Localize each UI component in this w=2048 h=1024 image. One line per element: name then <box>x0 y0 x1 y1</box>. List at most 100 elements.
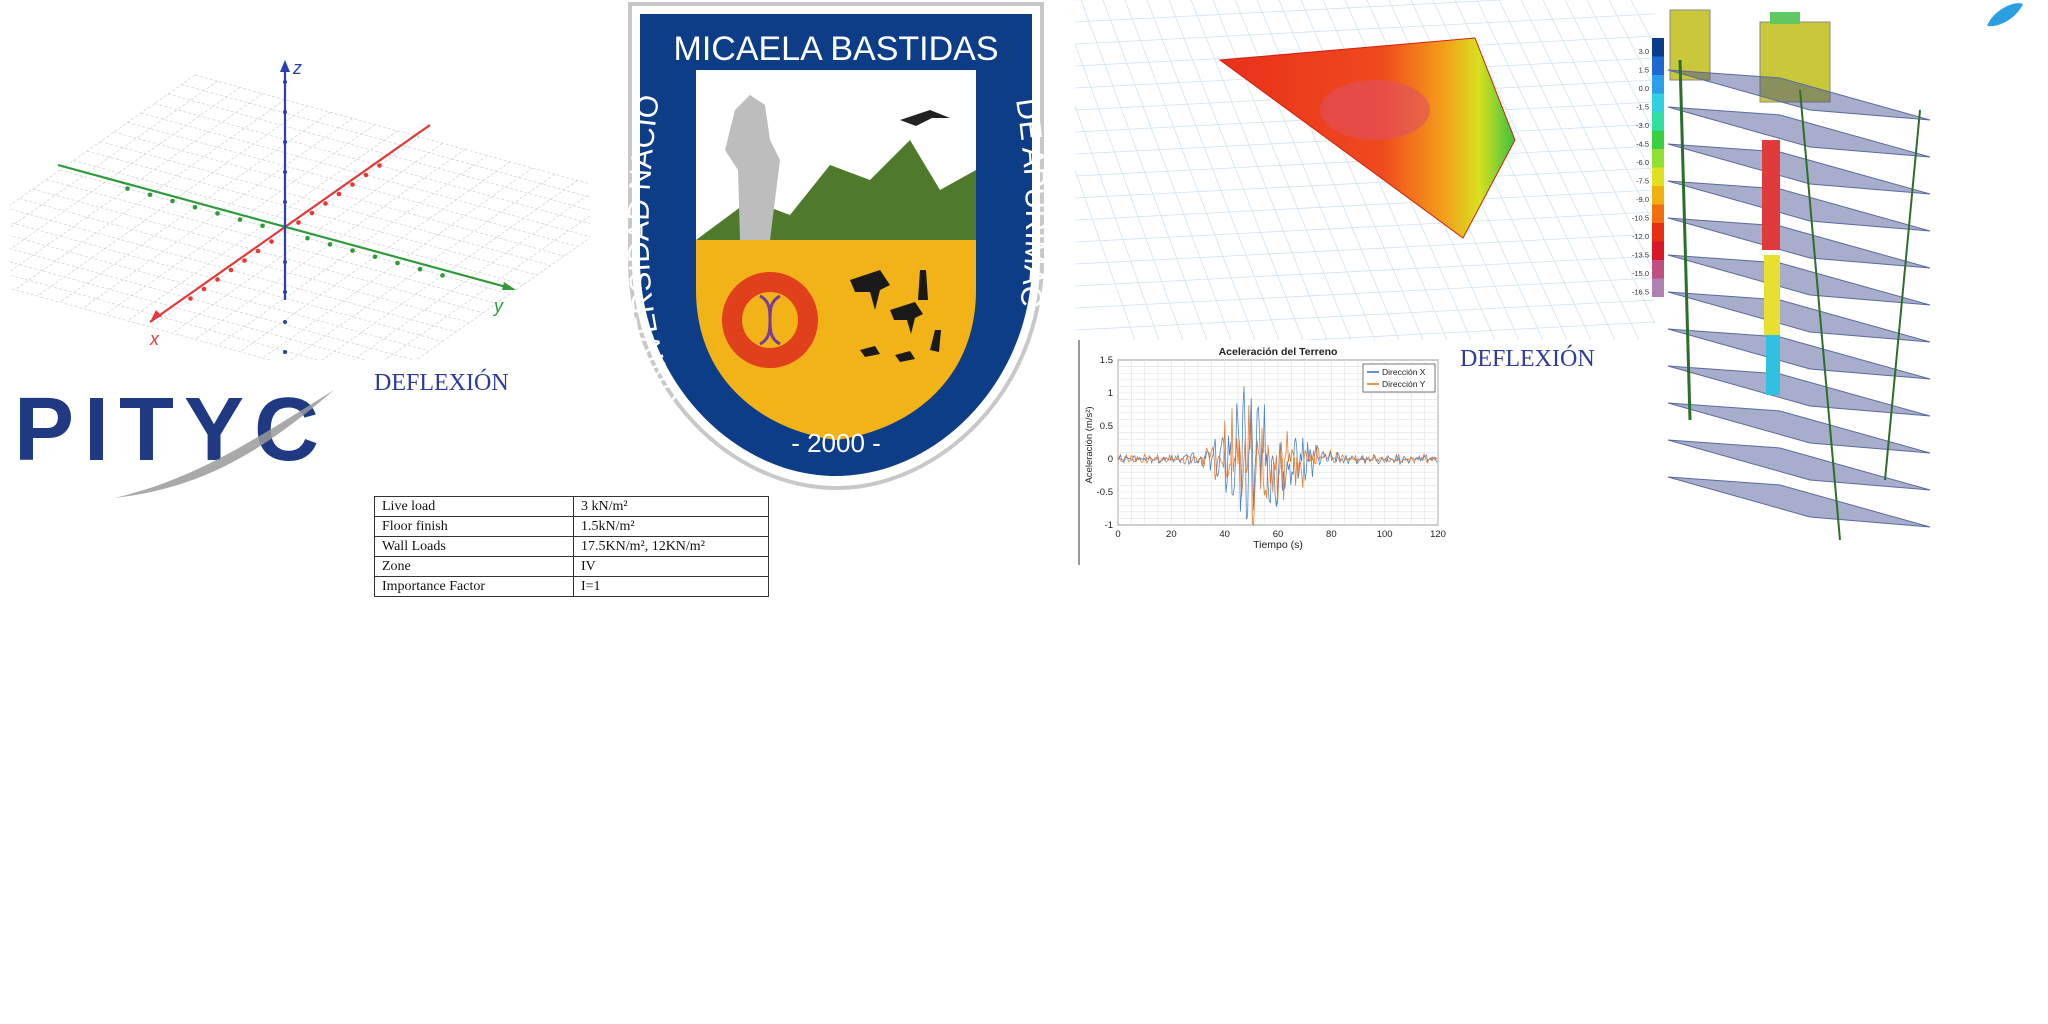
loads-table: Live load 3 kN/m² Floor finish 1.5kN/m² Wall… <box>374 496 769 597</box>
z-tick-dot <box>283 80 287 84</box>
chart-xlabel: Tiempo (s) <box>1253 539 1303 551</box>
red-shear-wall <box>1762 140 1780 250</box>
grid-line <box>154 103 590 224</box>
load-value: 17.5KN/m², 12KN/m² <box>573 536 769 557</box>
legend-label-y: Dirección Y <box>1382 379 1426 389</box>
yellow-shear-wall <box>1764 255 1780 335</box>
floor-slab <box>1667 106 1931 158</box>
loads-table-row: Zone IV <box>374 556 769 577</box>
y-tick-label: 0.5 <box>1100 421 1113 432</box>
grid-line <box>140 112 590 238</box>
contour-color-legend: 3.0 1.5 0.0 -1.5 -3.0 -4.5 -6.0 -7.5 -9.0 -10.5 -1… <box>1632 38 1664 297</box>
contour-grid-line <box>1075 211 1655 243</box>
contour-grid-line <box>1102 0 1232 340</box>
x-tick-dot <box>188 296 193 301</box>
legend-swatch <box>1652 112 1664 131</box>
load-value: IV <box>573 556 769 577</box>
floor-slab <box>1667 328 1931 380</box>
grid-line <box>113 131 565 257</box>
contour-grid-line <box>1075 189 1655 221</box>
deflection-label-right: DEFLEXIÓN <box>1460 346 1595 372</box>
chart-legend: Dirección X Dirección Y <box>1362 363 1436 393</box>
z-tick-dot <box>283 110 287 114</box>
contour-grid-line <box>1075 299 1655 331</box>
grid-line <box>167 93 590 211</box>
x-tick-dot <box>255 248 261 254</box>
legend-swatch <box>1652 241 1664 260</box>
x-tick-dot <box>242 258 247 263</box>
contour-grid-line <box>1476 0 1640 340</box>
grid-line <box>10 87 241 250</box>
seal-cave-figures <box>850 270 941 362</box>
x-tick-label: 0 <box>1115 529 1120 540</box>
legend-tick-label: -9.0 <box>1636 195 1649 204</box>
y-axis-arrow <box>502 282 516 290</box>
legend-tick-label: -15.0 <box>1632 269 1649 278</box>
y-tick-dot <box>125 186 130 191</box>
legend-swatch <box>1652 38 1664 57</box>
contour-grid-line <box>1564 0 1655 181</box>
contour-grid-line <box>1075 233 1655 265</box>
grid-line <box>194 74 590 185</box>
grid-line <box>59 169 511 295</box>
grid-line <box>86 150 538 276</box>
legend-swatch <box>1652 186 1664 205</box>
ground-acceleration-chart: 0 20 40 60 80 100 120 1.5 1 0.5 0 -0.5 -1 Aceleraci… <box>1078 340 1446 565</box>
y-tick-dot <box>440 273 445 278</box>
contour-grid-line <box>1146 0 1280 340</box>
building-corner-column <box>1678 59 1692 421</box>
legend-swatch <box>1652 130 1664 149</box>
legend-tick-label: -16.5 <box>1632 288 1649 297</box>
y-tick-labels: 1.5 1 0.5 0 -0.5 -1 <box>1097 355 1113 531</box>
chart-title: Aceleración del Terreno <box>1219 346 1338 358</box>
chart-ylabel: Aceleración (m/s²) <box>1084 406 1095 483</box>
grid-line <box>10 80 218 228</box>
pityc-logo: PITYC <box>14 380 334 498</box>
seal-condor <box>900 110 950 126</box>
load-value: 3 kN/m² <box>573 496 769 517</box>
grid-line <box>10 235 430 352</box>
contour-grid-line <box>1212 0 1352 340</box>
y-tick-label: 1 <box>1108 388 1113 399</box>
contour-grid-line <box>1075 42 1184 340</box>
axis-tick-dots <box>125 80 445 354</box>
seal-year: - 2000 - <box>791 428 881 458</box>
x-tick-dot <box>336 191 342 197</box>
building-floors <box>1667 69 1931 528</box>
y-tick-dot <box>170 198 175 204</box>
x-tick-dot <box>269 239 274 244</box>
legend-swatches <box>1652 38 1664 297</box>
contour-grid-line <box>1075 0 1509 23</box>
legend-tick-label: 0.0 <box>1639 84 1649 93</box>
load-value: 1.5kN/m² <box>573 516 769 537</box>
y-tick-dot <box>327 242 333 247</box>
contour-grid-line <box>1075 167 1655 199</box>
contour-grid-line <box>1608 0 1655 91</box>
legend-tick-label: -4.5 <box>1636 140 1649 149</box>
x-axis-arrow <box>150 310 162 322</box>
x-tick-dot <box>228 267 234 273</box>
floor-slab <box>1667 402 1931 454</box>
contour-grid-line <box>1075 13 1655 45</box>
contour-grid-line <box>1075 255 1655 287</box>
legend-tick-label: -1.5 <box>1636 103 1649 112</box>
legend-swatch <box>1652 149 1664 168</box>
building-center-column <box>1799 89 1841 541</box>
x-tick-label: 100 <box>1377 529 1393 540</box>
y-tick-dot <box>395 260 400 266</box>
z-tick-dot <box>283 350 287 354</box>
y-tick-dot <box>350 248 355 253</box>
y-tick-dot <box>192 204 198 210</box>
grid-line <box>10 288 272 360</box>
loads-table-row: Wall Loads 17.5KN/m², 12KN/m² <box>374 536 769 557</box>
x-axis-line <box>149 124 431 323</box>
grid-line <box>10 274 320 360</box>
legend-tick-labels: 3.0 1.5 0.0 -1.5 -3.0 -4.5 -6.0 -7.5 -9.0 -10.5 -1… <box>1632 47 1649 297</box>
grid-line <box>415 237 590 360</box>
load-label: Importance Factor <box>374 576 574 597</box>
grid-line <box>19 198 470 323</box>
z-tick-dot <box>283 290 287 294</box>
max-deflection-zone <box>1320 80 1430 140</box>
loads-table-row: Importance Factor I=1 <box>374 576 769 597</box>
x-axis-label: x <box>149 329 160 349</box>
